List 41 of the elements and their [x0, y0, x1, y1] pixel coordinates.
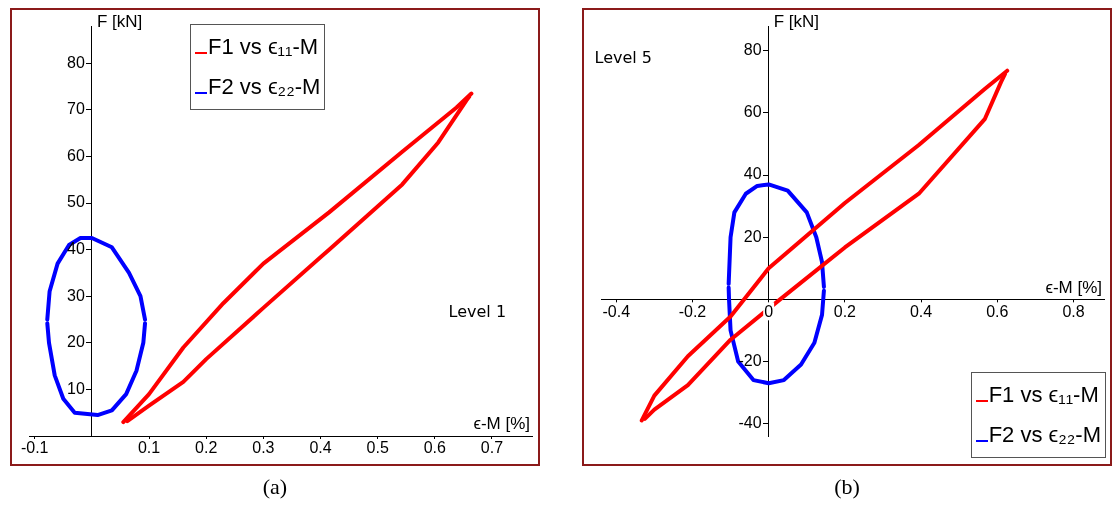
y-tick-label: 80	[743, 41, 762, 59]
y-tick-label: -40	[738, 413, 762, 431]
y-tick-label: 20	[743, 227, 762, 245]
text: (a)	[261, 474, 289, 500]
annotation: Level 5	[594, 48, 653, 68]
y-tick-label: 70	[67, 100, 85, 118]
y-tick-label: 40	[67, 240, 85, 258]
legend-label: F2 vs ϵ₂₂-M	[988, 422, 1101, 447]
x-tick-label: -0.2	[678, 302, 707, 320]
y-axis-title: F [kN]	[96, 12, 143, 32]
x-tick-label: 0.8	[1062, 302, 1085, 320]
x-tick-label: 0.6	[986, 302, 1009, 320]
legend-label: F2 vs ϵ₂₂-M	[208, 74, 321, 99]
y-tick-label: 20	[67, 333, 85, 351]
x-tick-label: 0.7	[480, 439, 504, 457]
y-axis-title: F [kN]	[773, 12, 820, 32]
x-tick-label: 0.3	[252, 439, 275, 457]
legend-label: F1 vs ϵ₁₁-M	[208, 34, 319, 59]
y-tick-label: 50	[67, 193, 85, 211]
y-tick-label: 10	[67, 379, 85, 397]
x-tick-label: -0.4	[602, 302, 631, 320]
legend-label: F1 vs ϵ₁₁-M	[988, 382, 1099, 407]
x-axis-title: ϵ-M [%]	[473, 414, 530, 434]
x-tick-label: 0.1	[137, 439, 161, 457]
x-tick-label: 0	[764, 302, 774, 320]
x-axis-title: ϵ-M [%]	[1045, 277, 1102, 297]
y-tick-label: 30	[67, 286, 85, 304]
x-tick-label: 0.2	[195, 439, 218, 457]
x-tick-label: 0.2	[833, 302, 857, 320]
y-tick-label: 80	[67, 53, 85, 71]
x-tick-label: -0.1	[20, 439, 49, 457]
y-tick-label: -20	[738, 351, 762, 369]
text: (b)	[833, 474, 861, 500]
x-tick-label: 0.6	[423, 439, 447, 457]
annotation: Level 1	[448, 302, 507, 322]
y-tick-label: 60	[743, 103, 762, 121]
y-tick-label: 60	[67, 146, 85, 164]
x-tick-label: 0.4	[309, 439, 332, 457]
y-tick-label: 40	[743, 165, 762, 183]
x-tick-label: 0.5	[366, 439, 389, 457]
x-tick-label: 0.4	[909, 302, 933, 320]
